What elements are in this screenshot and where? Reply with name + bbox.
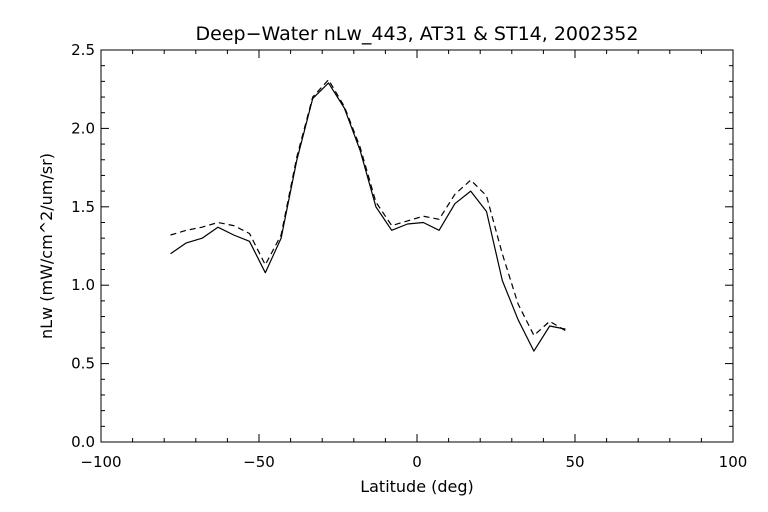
chart-title: Deep−Water nLw_443, AT31 & ST14, 2002352 bbox=[196, 23, 639, 45]
y-tick-label: 1.5 bbox=[71, 198, 95, 216]
y-tick-label: 2.5 bbox=[71, 41, 95, 59]
x-tick-label: −100 bbox=[80, 453, 121, 471]
x-axis-label: Latitude (deg) bbox=[360, 477, 474, 496]
x-tick-label: −50 bbox=[243, 453, 275, 471]
y-tick-label: 0.5 bbox=[71, 355, 95, 373]
x-tick-label: 100 bbox=[719, 453, 748, 471]
y-tick-label: 1.0 bbox=[71, 276, 95, 294]
x-tick-label: 50 bbox=[565, 453, 584, 471]
x-axis: −100 −50 0 50 100 bbox=[80, 50, 747, 471]
series-layer bbox=[170, 79, 566, 352]
y-tick-label: 2.0 bbox=[71, 119, 95, 137]
y-axis-label: nLw (mW/cm^2/um/sr) bbox=[37, 153, 56, 339]
plot-frame bbox=[100, 49, 734, 443]
x-tick-label: 0 bbox=[412, 453, 422, 471]
series-line-solid bbox=[170, 82, 566, 352]
y-axis: 0.0 0.5 1.0 1.5 2.0 2.5 bbox=[71, 41, 733, 451]
y-tick-label: 0.0 bbox=[71, 433, 95, 451]
series-line-dashed bbox=[170, 79, 566, 336]
